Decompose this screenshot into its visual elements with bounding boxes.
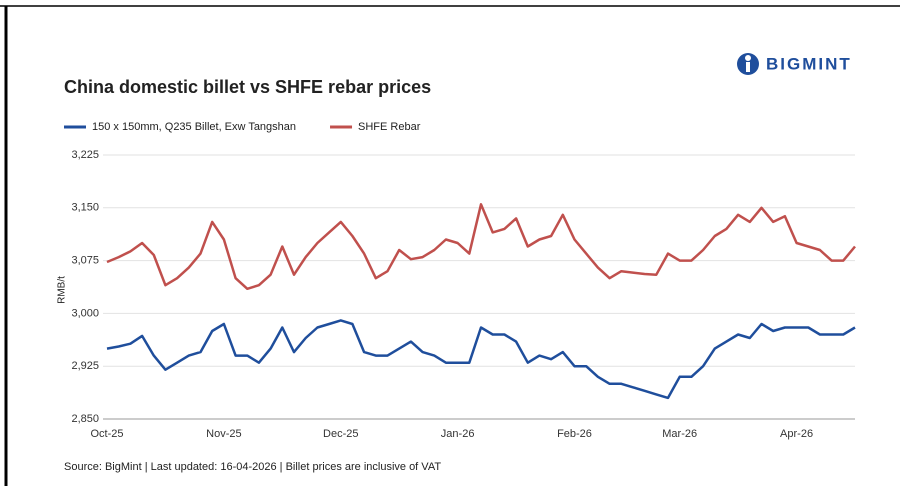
logo-icon-body xyxy=(746,62,750,72)
logo: BIGMINT xyxy=(737,53,852,75)
y-tick-label: 3,075 xyxy=(71,255,99,267)
x-tick-label: Jan-26 xyxy=(441,428,475,440)
x-tick-label: Dec-25 xyxy=(323,428,358,440)
chart-title: China domestic billet vs SHFE rebar pric… xyxy=(64,77,431,97)
y-tick-label: 2,850 xyxy=(71,413,99,425)
x-tick-label: Apr-26 xyxy=(780,428,813,440)
x-tick-label: Mar-26 xyxy=(662,428,697,440)
x-tick-label: Feb-26 xyxy=(557,428,592,440)
y-tick-label: 3,150 xyxy=(71,202,99,214)
series-line xyxy=(106,319,856,400)
logo-icon-head xyxy=(745,55,751,61)
legend-label: SHFE Rebar xyxy=(358,121,421,133)
y-tick-label: 3,000 xyxy=(71,307,99,319)
y-tick-label: 2,925 xyxy=(71,360,99,372)
y-tick-label: 3,225 xyxy=(71,149,99,161)
legend-label: 150 x 150mm, Q235 Billet, Exw Tangshan xyxy=(92,121,296,133)
y-axis-label: RMB/t xyxy=(57,276,68,304)
x-tick-label: Oct-25 xyxy=(90,428,123,440)
brand: BIGMINT xyxy=(766,54,852,73)
series-line xyxy=(106,203,856,291)
source-note: Source: BigMint | Last updated: 16-04-20… xyxy=(64,461,441,473)
x-tick-label: Nov-25 xyxy=(206,428,241,440)
